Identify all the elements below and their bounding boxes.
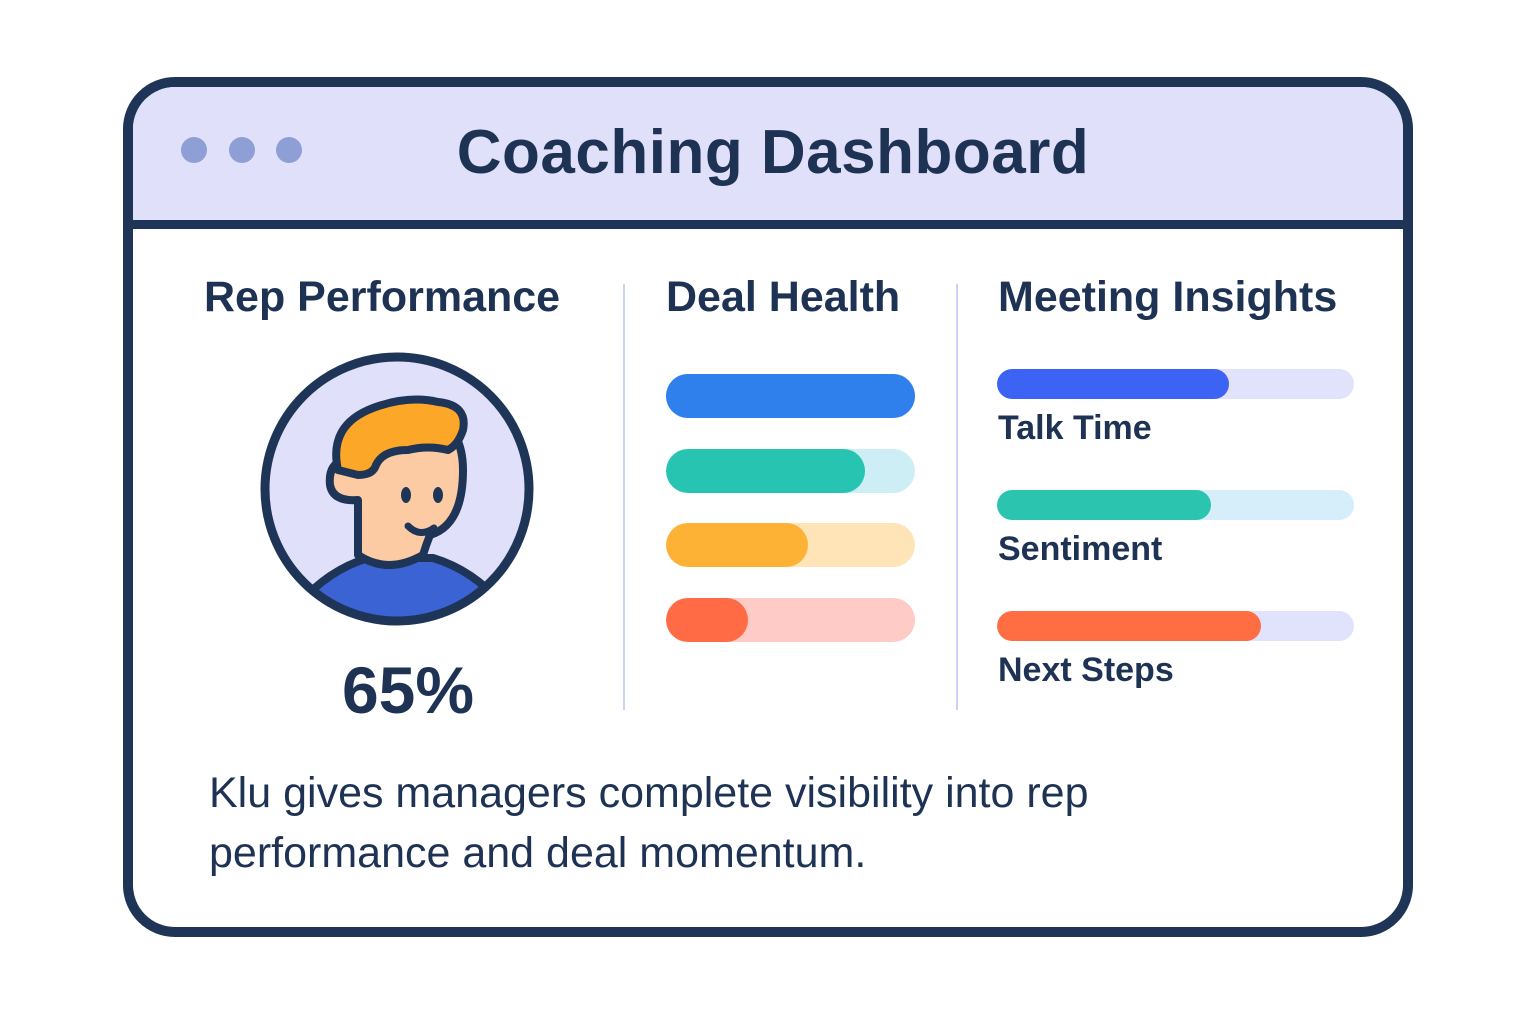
caption-text: Klu gives managers complete visibility i… (209, 769, 1089, 877)
deal-health-bar-fill (666, 598, 749, 643)
column-divider (623, 284, 625, 710)
deal-health-bar-fill (666, 448, 866, 493)
deal-health-bar (666, 448, 915, 493)
meeting-insight-bar-fill (997, 369, 1230, 399)
deal-health-bar (666, 523, 915, 568)
user-avatar-icon (258, 350, 536, 628)
meeting-insights-heading: Meeting Insights (998, 273, 1338, 321)
window-control-dot-icon[interactable] (181, 137, 207, 163)
meeting-insight-label: Sentiment (998, 530, 1163, 568)
window-control-dot-icon[interactable] (276, 137, 302, 163)
meeting-insight-bar-fill (997, 490, 1212, 520)
deal-health-bar-fill (666, 523, 808, 568)
meeting-insight-bar (997, 369, 1354, 399)
meeting-insight-label: Next Steps (998, 651, 1174, 689)
rep-score-value: 65% (341, 653, 475, 727)
deal-health-bar-fill (666, 374, 915, 418)
meeting-insight-bar-fill (997, 611, 1262, 641)
rep-performance-heading: Rep Performance (204, 273, 561, 321)
deal-health-heading: Deal Health (666, 273, 901, 321)
meeting-insight-bar (997, 611, 1354, 641)
title-bar: Coaching Dashboard (133, 87, 1403, 229)
window-control-dot-icon[interactable] (229, 137, 255, 163)
dashboard-window: Coaching Dashboard Rep Performance 65% D… (123, 77, 1413, 937)
column-divider (956, 284, 958, 710)
window-title: Coaching Dashboard (456, 118, 1090, 187)
meeting-insight-label: Talk Time (998, 409, 1152, 447)
deal-health-bar (666, 598, 915, 643)
meeting-insight-bar (997, 490, 1354, 520)
deal-health-bar (666, 374, 915, 418)
